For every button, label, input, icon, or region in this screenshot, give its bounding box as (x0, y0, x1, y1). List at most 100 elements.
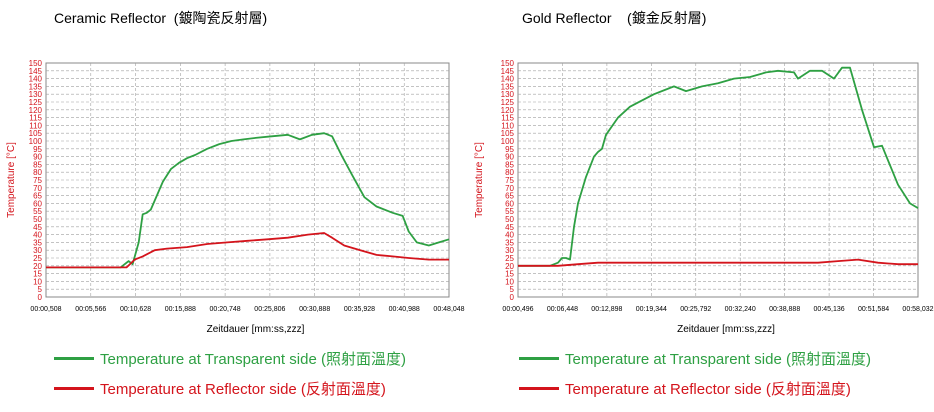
x-tick-label: 00:19,344 (636, 306, 667, 313)
y-tick-label: 145 (29, 67, 43, 76)
y-tick-label: 20 (505, 262, 514, 271)
y-tick-label: 105 (29, 129, 43, 138)
y-tick-label: 85 (505, 160, 514, 169)
y-tick-label: 115 (501, 114, 514, 123)
x-tick-label: 00:25,792 (680, 306, 711, 313)
y-tick-label: 120 (501, 106, 515, 115)
y-tick-label: 120 (29, 106, 43, 115)
legend-label-transparent: Temperature at Transparent side (照射面溫度) (565, 350, 871, 368)
legend-item-transparent: Temperature at Transparent side (照射面溫度) (519, 348, 871, 368)
series-line-reflector (46, 232, 449, 269)
y-tick-label: 40 (33, 231, 42, 240)
y-tick-label: 60 (33, 199, 42, 208)
legend-item-transparent: Temperature at Transparent side (照射面溫度) (54, 348, 406, 368)
x-tick-label: 00:05,566 (75, 306, 106, 313)
line-chart-gold: 0510152025303540455055606570758085909510… (474, 59, 934, 335)
y-tick-label: 45 (33, 223, 42, 232)
y-tick-label: 130 (501, 90, 515, 99)
y-tick-label: 25 (33, 254, 42, 263)
legend-label-transparent: Temperature at Transparent side (照射面溫度) (100, 350, 406, 368)
y-tick-label: 60 (505, 199, 514, 208)
y-tick-label: 70 (505, 184, 514, 193)
line-chart-ceramic: 0510152025303540455055606570758085909510… (6, 59, 465, 335)
y-tick-label: 75 (505, 176, 514, 185)
y-tick-label: 70 (33, 184, 42, 193)
y-tick-label: 45 (505, 223, 514, 232)
y-tick-label: 0 (510, 293, 515, 302)
y-tick-label: 50 (33, 215, 42, 224)
chart-title-gold: Gold Reflector (鍍金反射層) (522, 10, 707, 26)
x-tick-label: 00:38,888 (769, 306, 800, 313)
y-tick-label: 90 (33, 153, 42, 162)
x-tick-label: 00:00,496 (502, 306, 533, 313)
y-tick-label: 125 (501, 98, 515, 107)
y-tick-label: 110 (501, 121, 514, 130)
y-tick-label: 115 (29, 114, 42, 123)
y-tick-label: 150 (501, 59, 515, 68)
legend-item-reflector: Temperature at Reflector side (反射面溫度) (54, 378, 386, 398)
legend-swatch-green (54, 356, 94, 360)
y-tick-label: 35 (505, 238, 514, 247)
series-line-reflector (518, 258, 918, 267)
y-tick-label: 65 (33, 192, 42, 201)
y-tick-label: 25 (505, 254, 514, 263)
x-tick-label: 00:35,928 (344, 306, 375, 313)
chart-panel-gold: Gold Reflector (鍍金反射層) 0 5 10 15 20 25 30 35 40 4… (467, 0, 934, 412)
y-tick-label: 10 (33, 277, 42, 286)
x-tick-label: 00:00,508 (30, 306, 61, 313)
y-tick-label: 15 (505, 270, 514, 279)
y-tick-label: 150 (29, 59, 43, 68)
y-tick-label: 55 (505, 207, 514, 216)
y-tick-label: 10 (505, 277, 514, 286)
x-tick-label: 00:12,898 (591, 306, 622, 313)
y-tick-label: 90 (505, 153, 514, 162)
x-tick-label: 00:58,032 (902, 306, 933, 313)
y-tick-label: 100 (501, 137, 515, 146)
x-tick-label: 00:48,048 (433, 306, 464, 313)
y-tick-label: 30 (505, 246, 514, 255)
legend-swatch-red (54, 386, 94, 390)
y-tick-label: 65 (505, 192, 514, 201)
y-tick-label: 95 (33, 145, 42, 154)
y-axis-label: Temperature [°C] (474, 142, 485, 218)
y-tick-label: 140 (29, 75, 43, 84)
x-axis-label: Zeitdauer [mm:ss,zzz] (677, 324, 775, 335)
x-tick-label: 00:45,136 (814, 306, 845, 313)
y-tick-label: 100 (29, 137, 43, 146)
y-axis-label: Temperature [°C] (6, 142, 17, 218)
x-tick-label: 00:20,748 (210, 306, 241, 313)
x-tick-label: 00:51,584 (858, 306, 889, 313)
y-tick-label: 15 (33, 270, 42, 279)
y-tick-label: 0 (38, 293, 43, 302)
y-tick-label: 40 (505, 231, 514, 240)
y-tick-label: 55 (33, 207, 42, 216)
legend-label-reflector: Temperature at Reflector side (反射面溫度) (100, 380, 386, 398)
chart-panel-ceramic: Ceramic Reflector (鍍陶瓷反射層) 0 5 10 15 20 25 30 3… (6, 10, 465, 398)
x-tick-label: 00:40,988 (389, 306, 420, 313)
y-tick-label: 95 (505, 145, 514, 154)
x-tick-label: 00:25,806 (254, 306, 285, 313)
x-tick-label: 00:06,448 (547, 306, 578, 313)
legend-swatch-green (519, 356, 559, 360)
y-tick-label: 80 (505, 168, 514, 177)
x-tick-label: 00:10,628 (120, 306, 151, 313)
y-tick-label: 135 (29, 82, 43, 91)
y-tick-label: 35 (33, 238, 42, 247)
y-tick-label: 125 (29, 98, 43, 107)
x-tick-label: 00:32,240 (725, 306, 756, 313)
x-axis-label: Zeitdauer [mm:ss,zzz] (207, 324, 305, 335)
x-tick-label: 00:30,888 (299, 306, 330, 313)
legend-swatch-red (519, 386, 559, 390)
x-tick-label: 00:15,888 (165, 306, 196, 313)
y-tick-label: 80 (33, 168, 42, 177)
y-tick-label: 110 (29, 121, 42, 130)
legend-item-reflector: Temperature at Reflector side (反射面溫度) (519, 378, 851, 398)
y-tick-label: 140 (501, 75, 515, 84)
y-tick-label: 5 (38, 285, 43, 294)
y-tick-label: 145 (501, 67, 515, 76)
y-tick-label: 130 (29, 90, 43, 99)
y-tick-label: 135 (501, 82, 515, 91)
y-tick-label: 5 (510, 285, 515, 294)
y-tick-label: 85 (33, 160, 42, 169)
legend-label-reflector: Temperature at Reflector side (反射面溫度) (565, 380, 851, 398)
